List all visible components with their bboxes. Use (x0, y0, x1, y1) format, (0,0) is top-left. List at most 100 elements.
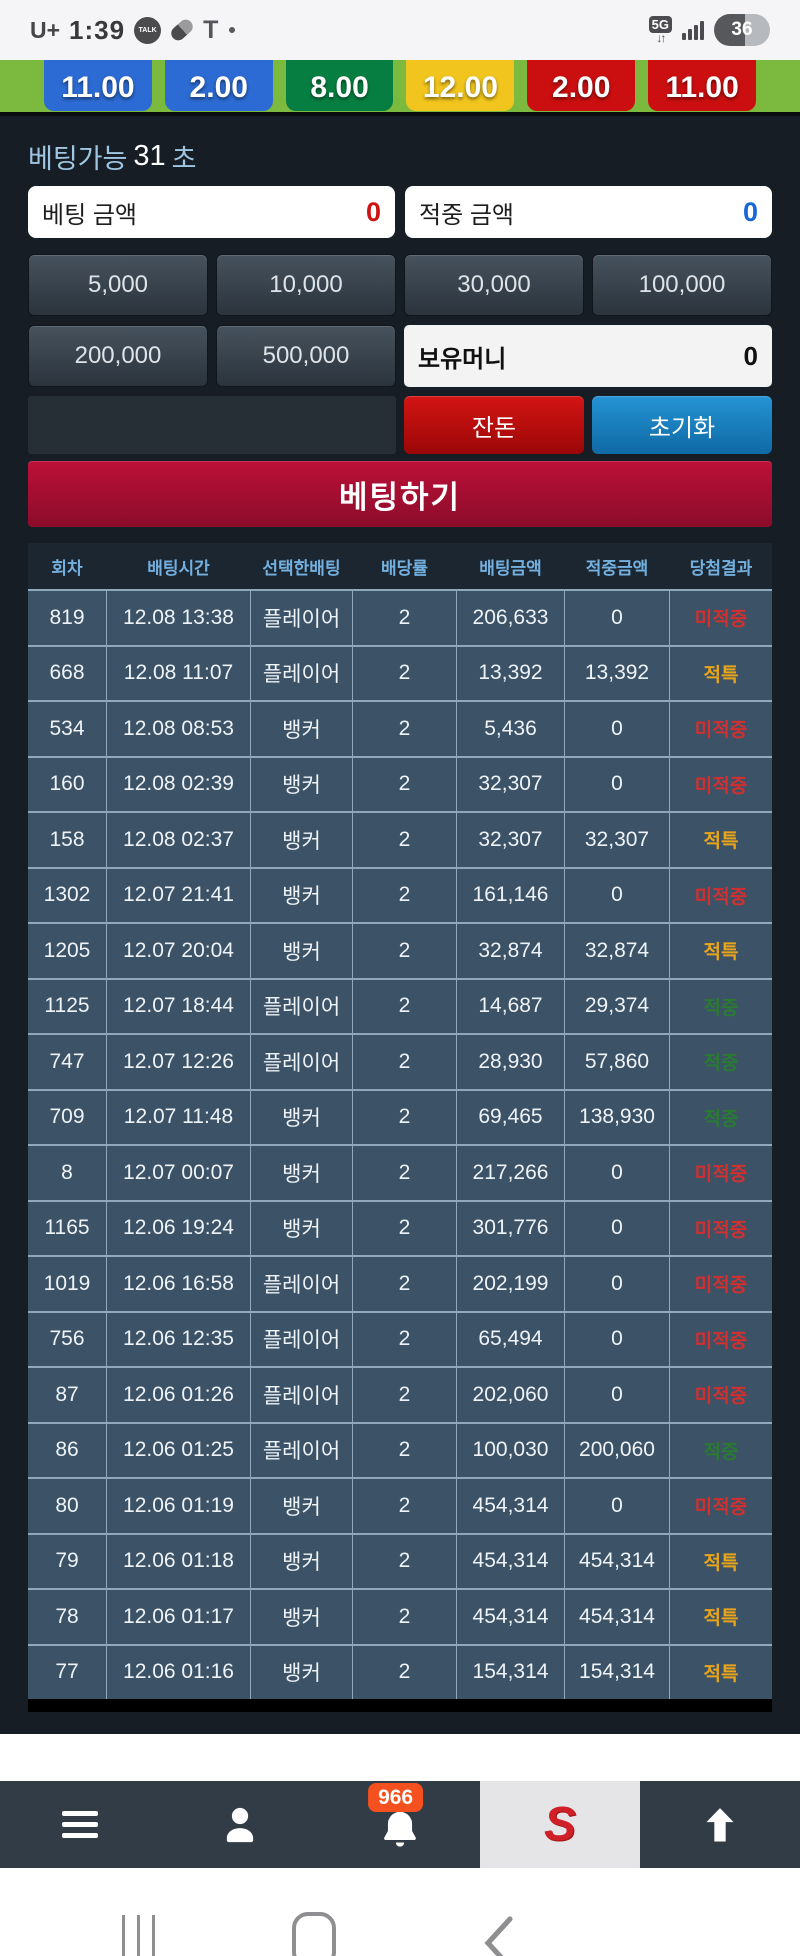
result-cell: 적특 (670, 1645, 772, 1699)
up-arrow-icon (706, 1807, 734, 1841)
history-cell: 0 (565, 1368, 669, 1422)
home-button[interactable] (292, 1912, 336, 1956)
history-cell: 0 (565, 591, 669, 645)
history-cell: 2 (353, 979, 456, 1033)
history-cell: 8 (28, 1146, 106, 1200)
history-cell: 154,314 (457, 1645, 564, 1699)
balance-field: 보유머니 0 (404, 325, 772, 387)
result-cell: 미적중 (670, 591, 772, 645)
history-cell: 14,687 (457, 979, 564, 1033)
history-cell: 80 (28, 1479, 106, 1533)
odds-box-0[interactable]: 11.00 (44, 60, 152, 111)
scroll-top-button[interactable] (640, 1781, 800, 1868)
history-cell: 206,633 (457, 591, 564, 645)
action-row: 잔돈 초기화 (28, 396, 772, 454)
odds-box-4[interactable]: 2.00 (527, 60, 636, 111)
history-cell: 플레이어 (251, 1312, 352, 1366)
history-cell: 2 (353, 1312, 456, 1366)
history-cell: 12.08 02:37 (107, 813, 250, 867)
pill-notification-icon (168, 16, 196, 44)
chip-5000[interactable]: 5,000 (28, 254, 208, 316)
history-cell: 2 (353, 1423, 456, 1477)
chip-30000[interactable]: 30,000 (404, 254, 584, 316)
win-amount-field[interactable]: 적중 금액 0 (405, 186, 772, 238)
history-cell: 57,860 (565, 1035, 669, 1089)
site-logo-button[interactable]: S (480, 1781, 640, 1868)
bet-amount-field[interactable]: 베팅 금액 0 (28, 186, 395, 238)
odds-box-2[interactable]: 8.00 (285, 60, 394, 111)
betting-countdown: 베팅가능 31 초 (28, 136, 772, 176)
bet-amount-label: 베팅 금액 (42, 201, 137, 229)
history-cell: 2 (353, 924, 456, 978)
history-cell: 78 (28, 1590, 106, 1644)
history-header-row: 회차 배팅시간 선택한배팅 배당률 배팅금액 적중금액 당첨결과 (28, 543, 772, 591)
history-cell: 0 (565, 1146, 669, 1200)
profile-button[interactable] (160, 1781, 320, 1868)
history-cell: 1125 (28, 979, 106, 1033)
countdown-label: 베팅가능 (28, 143, 128, 174)
history-cell: 뱅커 (251, 1146, 352, 1200)
battery-percent: 36 (731, 19, 753, 40)
carrier-label: U+ (30, 16, 61, 43)
table-bottom-strip (28, 1699, 772, 1712)
android-nav (0, 1868, 800, 1956)
history-cell: 뱅커 (251, 702, 352, 756)
history-cell: 2 (353, 646, 456, 700)
battery-icon: 36 (714, 14, 770, 46)
history-cell: 2 (353, 702, 456, 756)
history-body: 819 12.08 13:38 플레이어 2 206,633 0 미적중 668 12.08 1… (28, 591, 772, 1699)
small-change-button[interactable]: 잔돈 (404, 396, 584, 454)
history-cell: 0 (565, 1312, 669, 1366)
history-cell: 12.08 11:07 (107, 646, 250, 700)
history-cell: 2 (353, 1146, 456, 1200)
hamburger-icon (62, 1811, 98, 1838)
chip-100000[interactable]: 100,000 (592, 254, 772, 316)
menu-button[interactable] (0, 1781, 160, 1868)
odds-box-5[interactable]: 11.00 (648, 60, 756, 111)
history-cell: 158 (28, 813, 106, 867)
history-cell: 138,930 (565, 1090, 669, 1144)
history-cell: 뱅커 (251, 1201, 352, 1255)
odds-box-3[interactable]: 12.00 (406, 60, 515, 111)
odds-box-1[interactable]: 2.00 (164, 60, 273, 111)
history-cell: 12.07 00:07 (107, 1146, 250, 1200)
result-cell: 미적중 (670, 1368, 772, 1422)
history-cell: 301,776 (457, 1201, 564, 1255)
history-cell: 12.07 12:26 (107, 1035, 250, 1089)
history-cell: 플레이어 (251, 591, 352, 645)
balance-label: 보유머니 (418, 345, 507, 373)
history-cell: 160 (28, 757, 106, 811)
back-button[interactable] (482, 1915, 516, 1956)
history-cell: 2 (353, 868, 456, 922)
history-cell: 86 (28, 1423, 106, 1477)
chip-200000[interactable]: 200,000 (28, 325, 208, 387)
result-cell: 미적중 (670, 1312, 772, 1366)
result-cell: 적특 (670, 924, 772, 978)
history-cell: 454,314 (565, 1534, 669, 1588)
history-cell: 0 (565, 1257, 669, 1311)
history-cell: 29,374 (565, 979, 669, 1033)
result-cell: 미적중 (670, 868, 772, 922)
history-cell: 2 (353, 813, 456, 867)
notification-badge: 966 (368, 1783, 424, 1813)
countdown-seconds: 31 (133, 139, 166, 172)
reset-button[interactable]: 초기화 (592, 396, 772, 454)
chip-500000[interactable]: 500,000 (216, 325, 396, 387)
5g-badge: 5G (648, 16, 672, 33)
notifications-button[interactable]: 966 (320, 1781, 480, 1868)
history-cell: 756 (28, 1312, 106, 1366)
history-cell: 668 (28, 646, 106, 700)
history-cell: 2 (353, 1090, 456, 1144)
status-left: U+ 1:39 TALK T (30, 15, 236, 46)
history-cell: 2 (353, 1201, 456, 1255)
chip-10000[interactable]: 10,000 (216, 254, 396, 316)
history-cell: 12.07 20:04 (107, 924, 250, 978)
place-bet-button[interactable]: 베팅하기 (28, 461, 772, 527)
history-cell: 플레이어 (251, 1368, 352, 1422)
amount-fields-row: 베팅 금액 0 적중 금액 0 (28, 186, 772, 238)
recents-button[interactable] (122, 1915, 155, 1956)
history-cell: 1165 (28, 1201, 106, 1255)
white-gap (0, 1734, 800, 1781)
history-cell: 100,030 (457, 1423, 564, 1477)
